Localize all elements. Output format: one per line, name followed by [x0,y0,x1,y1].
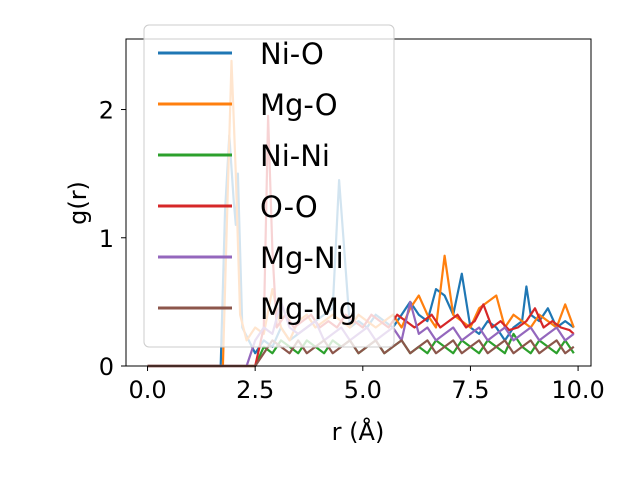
y-axis-label: g(r) [64,181,92,225]
x-tick-label: 7.5 [451,376,489,404]
x-axis-label: r (Å) [332,417,385,446]
legend-label-o-o: O-O [260,190,318,224]
x-tick-label: 2.5 [236,376,274,404]
x-ticks: 0.0 2.5 5.0 7.5 10.0 [128,366,605,404]
y-tick-label: 0 [99,353,114,381]
legend-label-mg-mg: Mg-Mg [260,292,357,326]
y-ticks: 0 1 2 [99,97,126,381]
legend-label-mg-o: Mg-O [260,88,338,122]
x-tick-label: 5.0 [344,376,382,404]
legend: Ni-O Mg-O Ni-Ni O-O Mg-Ni Mg-Mg [143,24,395,348]
y-tick-label: 1 [99,225,114,253]
y-tick-label: 2 [99,97,114,125]
legend-label-mg-ni: Mg-Ni [260,241,344,275]
x-tick-label: 10.0 [551,376,604,404]
legend-label-ni-o: Ni-O [260,37,324,71]
x-tick-label: 0.0 [128,376,166,404]
legend-label-ni-ni: Ni-Ni [260,139,330,173]
